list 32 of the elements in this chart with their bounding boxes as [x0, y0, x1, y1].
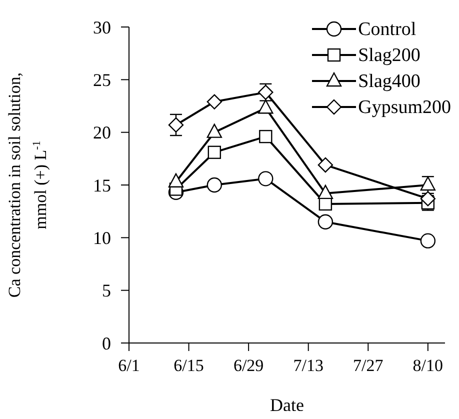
y-tick-label: 5 — [102, 280, 111, 301]
point — [318, 184, 334, 200]
point — [258, 171, 274, 186]
legend-label: Slag200 — [358, 44, 420, 66]
x-tick-label: 7/13 — [293, 356, 324, 376]
point — [206, 94, 222, 110]
legend-label: Control — [358, 18, 416, 40]
x-tick-label: 8/10 — [412, 356, 444, 376]
y-tick-label: 30 — [93, 17, 111, 38]
point — [318, 157, 334, 173]
point — [318, 214, 334, 230]
legend-label: Gypsum200 — [358, 96, 451, 118]
point — [206, 177, 222, 193]
x-tick-label: 6/15 — [174, 356, 204, 376]
point — [168, 117, 184, 133]
y-tick-label: 25 — [93, 70, 111, 90]
point — [206, 124, 222, 138]
x-tick-label: 6/29 — [233, 356, 264, 376]
x-axis-title: Date — [270, 395, 304, 415]
y-tick-label: 0 — [102, 333, 111, 354]
x-tick-label: 7/27 — [353, 356, 384, 376]
x-tick-label: 6/1 — [118, 356, 140, 376]
y-tick-label: 15 — [93, 175, 111, 196]
point — [420, 233, 436, 248]
point — [168, 173, 184, 188]
y-tick-label: 20 — [93, 122, 111, 143]
point — [259, 130, 272, 144]
point — [420, 176, 436, 191]
legend-label: Slag400 — [358, 70, 420, 92]
y-tick-label: 10 — [93, 228, 111, 248]
point — [258, 100, 274, 114]
point — [208, 146, 222, 159]
